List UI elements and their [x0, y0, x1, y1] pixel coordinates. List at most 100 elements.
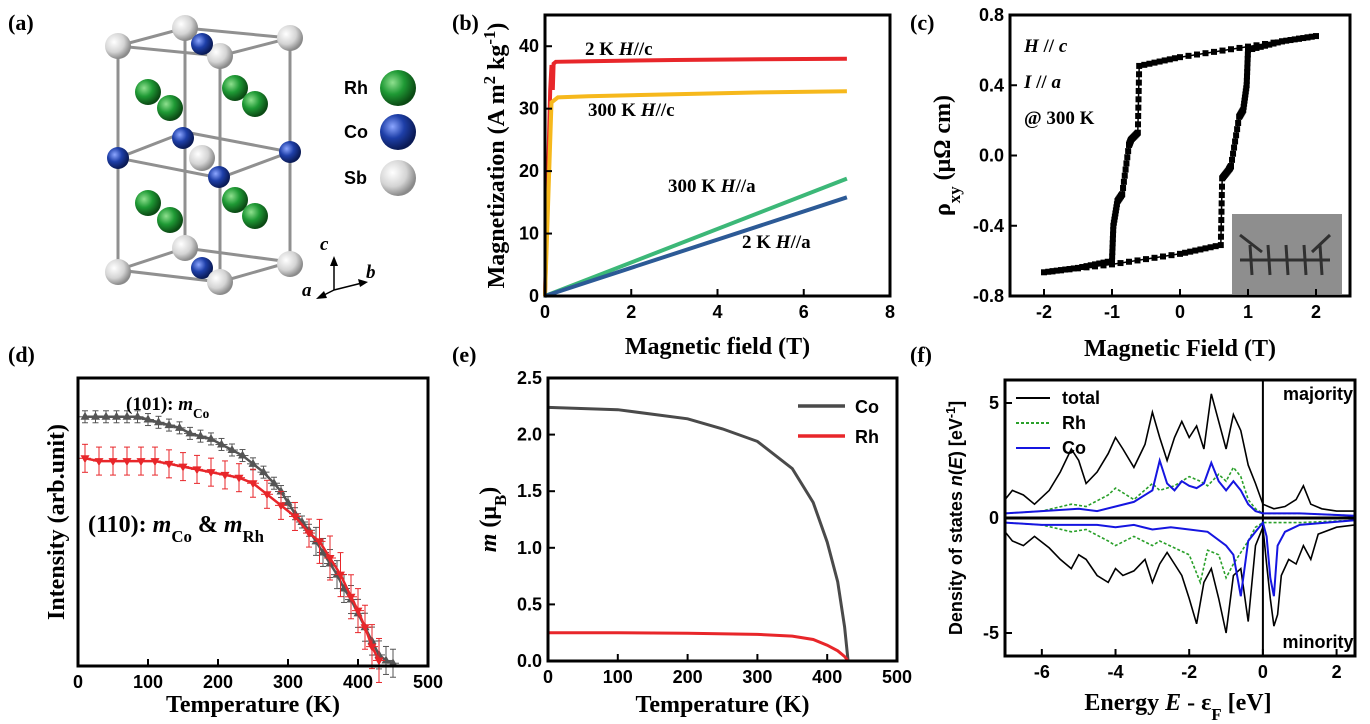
chart-e-ytick-label: 2.0 [517, 425, 542, 445]
series-line-2 [544, 176, 848, 298]
chart-c-ytick-label: 0.0 [979, 146, 1004, 166]
chart-c-xlabel: Magnetic Field (T) [1084, 336, 1276, 362]
axis-b-label: b [366, 262, 376, 283]
chart-e-xtick-label: 200 [673, 667, 703, 687]
data-point [1240, 103, 1247, 110]
data-point [1185, 52, 1192, 59]
data-point [1257, 43, 1264, 50]
data-point [1202, 50, 1209, 57]
data-point [1123, 160, 1130, 167]
data-point [1230, 150, 1237, 157]
chart-f-xtick-label: -6 [1034, 662, 1050, 682]
sb-atom [189, 145, 215, 171]
data-point [1112, 207, 1119, 214]
data-point [1111, 213, 1118, 220]
co-legend-sphere [380, 114, 416, 150]
chart-e-ytick-label: 1.0 [517, 538, 542, 558]
dos-majority-total [1004, 393, 1355, 512]
data-point [1110, 227, 1117, 234]
panel-d-label: (d) [8, 342, 35, 367]
data-point [1241, 100, 1248, 107]
data-point [1136, 71, 1143, 78]
cell-edge [184, 246, 291, 264]
data-point [1134, 129, 1141, 136]
sb-atom [277, 251, 303, 277]
data-point [1135, 87, 1142, 94]
legend-label-co: Co [1062, 438, 1086, 458]
element-legend: Rh Co Sb [344, 70, 416, 196]
dos-minority-total [1004, 524, 1356, 634]
sb-atom [105, 33, 131, 59]
data-point [1161, 57, 1168, 64]
data-point [1146, 60, 1153, 67]
data-point [1243, 82, 1250, 89]
data-point [1177, 54, 1183, 61]
axis-c-label: c [320, 234, 329, 255]
data-point [1135, 79, 1142, 86]
panel-c-label: (c) [910, 10, 934, 35]
panel-f-label: (f) [910, 342, 932, 367]
data-point [1166, 56, 1173, 63]
series-line-co [547, 405, 850, 662]
chart-b-annotation: 2 K H//a [742, 232, 811, 253]
sb-atom [277, 25, 303, 51]
chart-e-ytick-label: 1.5 [517, 481, 542, 501]
chart-f-ytick-label: 5 [989, 393, 999, 413]
co-atom [191, 257, 213, 279]
chart-e-ytick-label: 0.5 [517, 594, 542, 614]
chart-b-ytick-label: 40 [519, 36, 539, 56]
data-point [1233, 132, 1240, 139]
data-point [1066, 266, 1073, 273]
crystal-structure [105, 15, 303, 295]
minority-label: minority [1282, 632, 1353, 652]
chart-f-xtick-label: 0 [1258, 662, 1268, 682]
chart-c-annotation: H // c [1023, 36, 1068, 57]
series-line-rh [548, 631, 850, 662]
data-point [1109, 253, 1116, 260]
sb-atom [172, 15, 198, 41]
data-point [1087, 262, 1094, 269]
data-point [1135, 121, 1142, 128]
chart-b-annotation: 300 K H//a [668, 176, 756, 197]
chart-d-xlabel: Temperature (K) [166, 692, 340, 718]
data-point [1217, 242, 1224, 249]
chart-b-annotation: 2 K H//c [585, 39, 653, 60]
chart-d-annotation: (101): mCo [126, 394, 210, 421]
rh-atom [242, 203, 268, 229]
sb-atom [172, 235, 198, 261]
data-point [1124, 154, 1131, 161]
data-point [1245, 47, 1251, 54]
data-point [1219, 47, 1226, 54]
data-point [1110, 222, 1117, 229]
data-point [1143, 256, 1149, 263]
chart-e-xlabel: Temperature (K) [636, 692, 810, 718]
data-point [1243, 77, 1250, 84]
co-atom [107, 147, 129, 169]
dos-majority-co [1004, 456, 1356, 517]
rh-atom [157, 207, 183, 233]
data-point [1219, 175, 1226, 182]
chart-b-xtick-label: 6 [799, 302, 809, 322]
series-line-1 [543, 89, 847, 297]
data-point [1244, 51, 1251, 58]
majority-label: majority [1283, 384, 1353, 404]
data-point [1291, 36, 1298, 43]
chart-d-neutron-intensity: 0 100 200 300 400 500 Temperature (K) Intensity… [44, 376, 443, 718]
chart-e-ytick-label: 2.5 [517, 368, 542, 388]
data-point [1253, 44, 1260, 51]
data-point [1244, 60, 1251, 67]
data-point [1109, 249, 1116, 256]
chart-e-xtick-label: 0 [543, 667, 553, 687]
chart-c-xtick-label: -2 [1036, 302, 1052, 322]
legend-label-co: Co [855, 397, 879, 417]
chart-b-xtick-label: 4 [712, 302, 722, 322]
data-point [1304, 34, 1311, 41]
data-point [1236, 44, 1243, 51]
data-point [1241, 97, 1248, 104]
data-point [1242, 91, 1249, 98]
data-point [1234, 126, 1241, 133]
legend-label-rh: Rh [855, 427, 879, 447]
data-point [1110, 219, 1117, 226]
legend-sb: Sb [344, 168, 367, 188]
